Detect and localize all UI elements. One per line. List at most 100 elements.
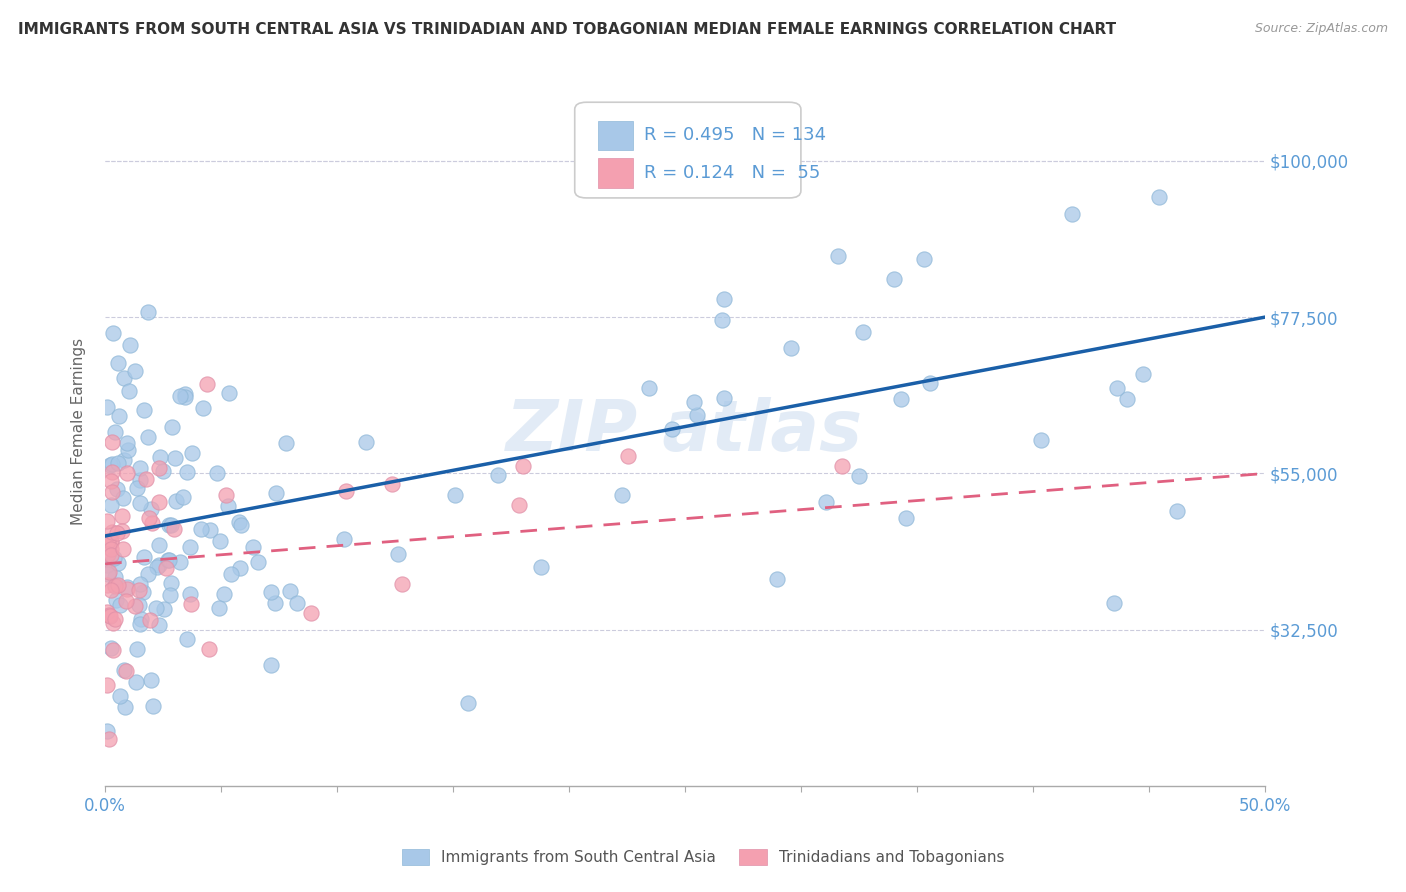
Point <box>103 551 125 566</box>
Point <box>96 577 118 591</box>
Point <box>100 535 122 549</box>
Text: R = 0.124   N =  55: R = 0.124 N = 55 <box>644 164 821 182</box>
Point <box>152 464 174 478</box>
Point <box>100 435 122 450</box>
Point <box>530 560 553 574</box>
Point <box>114 700 136 714</box>
Point <box>111 524 134 539</box>
Point <box>218 386 240 401</box>
Point <box>107 556 129 570</box>
Point <box>710 313 733 327</box>
Point <box>110 690 132 704</box>
Point <box>96 514 118 528</box>
Point <box>1105 382 1128 396</box>
Point <box>159 575 181 590</box>
Point <box>105 483 128 497</box>
Point <box>217 500 239 514</box>
Point <box>173 387 195 401</box>
Point <box>181 446 204 460</box>
Point <box>638 381 661 395</box>
Point <box>125 675 148 690</box>
Point <box>111 509 134 524</box>
Point <box>101 525 124 540</box>
Point <box>100 475 122 489</box>
Point <box>148 495 170 509</box>
Point <box>848 469 870 483</box>
Point <box>97 565 120 579</box>
Point <box>157 553 180 567</box>
Point <box>191 401 214 415</box>
Point <box>141 502 163 516</box>
Point <box>128 473 150 487</box>
Point <box>146 559 169 574</box>
Point <box>135 472 157 486</box>
Point <box>117 442 139 457</box>
Point <box>242 540 264 554</box>
Point <box>159 518 181 533</box>
Point <box>108 598 131 612</box>
Point <box>219 567 242 582</box>
Point <box>285 596 308 610</box>
Point <box>127 482 149 496</box>
Point <box>100 534 122 549</box>
FancyBboxPatch shape <box>575 103 801 198</box>
Point <box>100 498 122 512</box>
Point <box>129 612 152 626</box>
Point <box>104 425 127 440</box>
Point <box>198 523 221 537</box>
Point <box>195 377 218 392</box>
Point <box>831 459 853 474</box>
Point <box>260 658 283 673</box>
Point <box>155 560 177 574</box>
Point <box>205 466 228 480</box>
Point <box>96 605 118 619</box>
Point <box>100 465 122 479</box>
Point <box>101 642 124 657</box>
Point <box>228 515 250 529</box>
Point <box>97 566 120 581</box>
Point <box>661 422 683 436</box>
Point <box>176 632 198 646</box>
Point <box>1104 596 1126 610</box>
Point <box>512 459 534 474</box>
Bar <box>598 120 633 150</box>
Point <box>108 409 131 423</box>
Point <box>104 593 127 607</box>
Point <box>148 461 170 475</box>
Point <box>107 356 129 370</box>
Point <box>107 456 129 470</box>
Point <box>180 597 202 611</box>
Point <box>260 584 283 599</box>
Point <box>159 588 181 602</box>
Point <box>610 487 633 501</box>
Point <box>264 486 287 500</box>
Point <box>165 494 187 508</box>
Point <box>179 587 201 601</box>
Point <box>827 249 849 263</box>
Point <box>136 430 159 444</box>
Point <box>138 566 160 581</box>
Point <box>176 465 198 479</box>
Point <box>1147 190 1170 204</box>
Point <box>190 522 212 536</box>
Point <box>97 534 120 549</box>
Point <box>486 467 509 482</box>
Point <box>98 458 121 473</box>
Y-axis label: Median Female Earnings: Median Female Earnings <box>72 338 86 525</box>
Point <box>127 642 149 657</box>
Text: Source: ZipAtlas.com: Source: ZipAtlas.com <box>1254 22 1388 36</box>
Point <box>209 533 232 548</box>
Point <box>132 403 155 417</box>
Point <box>1166 504 1188 518</box>
Point <box>169 555 191 569</box>
Point <box>115 594 138 608</box>
Point <box>96 723 118 738</box>
Point <box>138 511 160 525</box>
Point <box>148 618 170 632</box>
Text: IMMIGRANTS FROM SOUTH CENTRAL ASIA VS TRINIDADIAN AND TOBAGONIAN MEDIAN FEMALE E: IMMIGRANTS FROM SOUTH CENTRAL ASIA VS TR… <box>18 22 1116 37</box>
Point <box>274 435 297 450</box>
Point <box>124 599 146 614</box>
Point <box>299 606 322 620</box>
Point <box>148 558 170 572</box>
Point <box>160 518 183 533</box>
